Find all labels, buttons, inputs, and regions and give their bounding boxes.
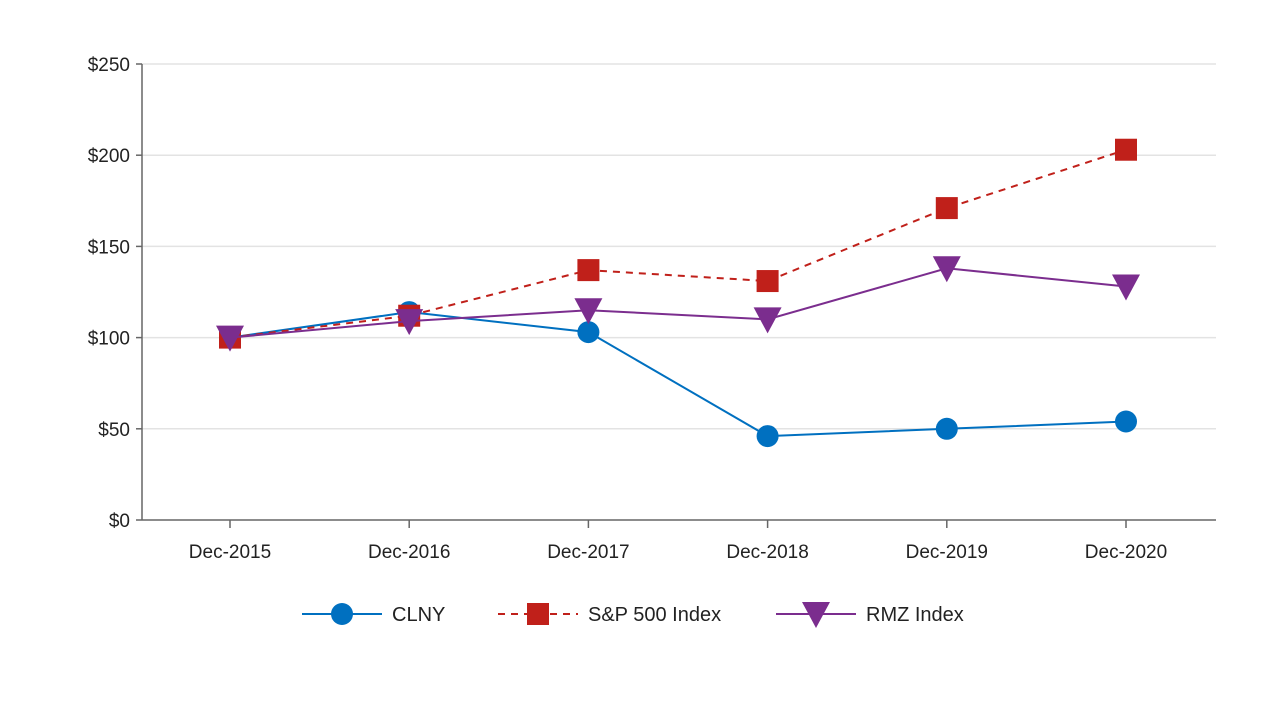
data-point-1-5 — [1115, 138, 1137, 161]
legend: CLNY S&P 500 Index RMZ Index — [302, 602, 964, 628]
y-tick-label-3: $150 — [88, 237, 130, 258]
data-point-1-3 — [756, 270, 779, 293]
x-tick-label-4: Dec-2019 — [906, 542, 988, 563]
series-0 — [219, 301, 1137, 448]
series-group — [216, 138, 1140, 448]
x-tick-label-0: Dec-2015 — [189, 542, 271, 563]
y-tick-label-0: $0 — [109, 511, 130, 532]
axes: $0 $50 $100 $150 $200 $250 Dec-2015 Dec-2016 Dec… — [88, 55, 1216, 563]
legend-item-1: S&P 500 Index — [498, 603, 721, 626]
legend-marker-0 — [331, 603, 353, 625]
legend-marker-1 — [527, 603, 549, 625]
data-point-2-0 — [216, 325, 244, 352]
legend-item-2: RMZ Index — [776, 602, 964, 628]
data-point-0-5 — [1115, 410, 1137, 433]
data-point-2-5 — [1112, 274, 1140, 301]
data-point-2-3 — [753, 307, 782, 334]
legend-item-0: CLNY — [302, 603, 445, 626]
x-tick-label-2: Dec-2017 — [547, 542, 629, 563]
legend-label-1: S&P 500 Index — [588, 604, 721, 626]
x-tick-label-1: Dec-2016 — [368, 542, 450, 563]
legend-label-2: RMZ Index — [866, 604, 964, 626]
y-tick-label-4: $200 — [88, 146, 130, 167]
series-1 — [219, 138, 1137, 349]
series-line-0 — [229, 311, 1127, 438]
data-point-0-3 — [756, 425, 779, 448]
data-point-1-2 — [577, 259, 600, 282]
series-line-2 — [229, 267, 1127, 339]
data-point-2-2 — [574, 298, 603, 325]
gridlines — [142, 63, 1216, 430]
legend-label-0: CLNY — [392, 604, 445, 626]
y-tick-label-2: $100 — [88, 329, 130, 350]
y-tick-label-5: $250 — [88, 55, 130, 76]
x-tick-label-5: Dec-2020 — [1085, 542, 1167, 563]
data-point-1-4 — [935, 197, 958, 220]
x-tick-label-3: Dec-2018 — [726, 542, 808, 563]
legend-marker-2 — [802, 602, 830, 628]
data-point-2-4 — [932, 256, 961, 283]
data-point-0-4 — [935, 417, 958, 440]
series-line-1 — [229, 148, 1127, 339]
data-point-2-1 — [395, 309, 424, 336]
series-2 — [216, 256, 1140, 352]
y-tick-label-1: $50 — [98, 420, 130, 441]
data-point-0-2 — [577, 321, 600, 344]
